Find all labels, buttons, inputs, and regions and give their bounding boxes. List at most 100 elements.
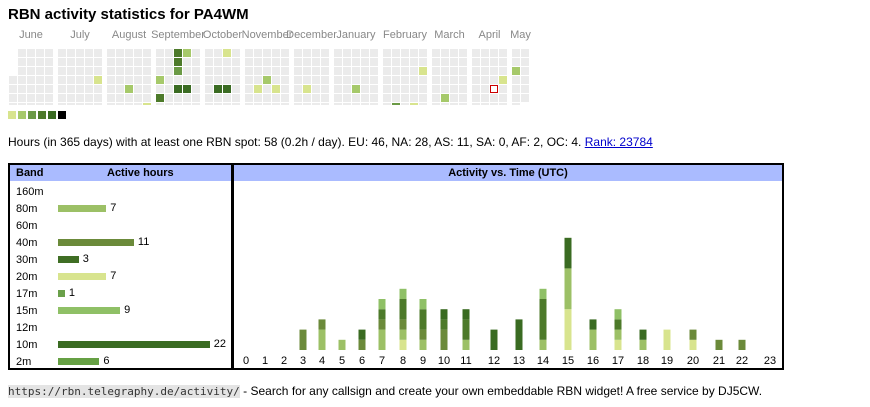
calendar-day-cell[interactable] <box>303 85 311 93</box>
calendar-day-cell[interactable] <box>183 67 191 75</box>
calendar-day-cell[interactable] <box>134 76 142 84</box>
calendar-day-cell[interactable] <box>521 67 529 75</box>
calendar-day-cell[interactable] <box>392 94 400 102</box>
calendar-day-cell[interactable] <box>107 67 115 75</box>
calendar-day-cell[interactable] <box>512 67 520 75</box>
calendar-day-cell[interactable] <box>174 76 182 84</box>
calendar-day-cell[interactable] <box>183 76 191 84</box>
calendar-day-cell[interactable] <box>165 67 173 75</box>
calendar-day-cell[interactable] <box>134 85 142 93</box>
calendar-day-cell[interactable] <box>361 58 369 66</box>
calendar-day-cell[interactable] <box>143 76 151 84</box>
calendar-day-cell[interactable] <box>45 67 53 75</box>
calendar-day-cell[interactable] <box>205 85 213 93</box>
calendar-day-cell[interactable] <box>392 76 400 84</box>
calendar-day-cell[interactable] <box>85 103 93 105</box>
calendar-day-cell[interactable] <box>352 85 360 93</box>
calendar-day-cell[interactable] <box>76 85 84 93</box>
calendar-day-cell[interactable] <box>321 85 329 93</box>
calendar-day-cell[interactable] <box>401 67 409 75</box>
calendar-day-cell[interactable] <box>334 94 342 102</box>
calendar-day-cell[interactable] <box>58 67 66 75</box>
calendar-day-cell[interactable] <box>174 67 182 75</box>
calendar-day-cell[interactable] <box>441 94 449 102</box>
calendar-day-cell[interactable] <box>370 49 378 57</box>
calendar-day-cell[interactable] <box>392 85 400 93</box>
calendar-day-cell[interactable] <box>392 58 400 66</box>
calendar-day-cell[interactable] <box>125 94 133 102</box>
calendar-day-cell[interactable] <box>392 103 400 105</box>
calendar-day-cell[interactable] <box>459 85 467 93</box>
calendar-day-cell[interactable] <box>45 58 53 66</box>
calendar-day-cell[interactable] <box>490 67 498 75</box>
calendar-day-cell[interactable] <box>232 49 240 57</box>
calendar-day-cell[interactable] <box>205 94 213 102</box>
calendar-day-cell[interactable] <box>76 49 84 57</box>
calendar-day-cell[interactable] <box>143 85 151 93</box>
calendar-day-cell[interactable] <box>401 103 409 105</box>
calendar-day-cell[interactable] <box>174 85 182 93</box>
calendar-day-cell[interactable] <box>18 67 26 75</box>
calendar-day-cell[interactable] <box>410 67 418 75</box>
calendar-day-cell[interactable] <box>58 76 66 84</box>
calendar-day-cell[interactable] <box>94 103 102 105</box>
calendar-day-cell[interactable] <box>303 67 311 75</box>
calendar-day-cell[interactable] <box>125 49 133 57</box>
calendar-day-cell[interactable] <box>107 85 115 93</box>
calendar-day-cell[interactable] <box>263 94 271 102</box>
calendar-day-cell[interactable] <box>410 103 418 105</box>
calendar-day-cell[interactable] <box>401 76 409 84</box>
calendar-day-cell[interactable] <box>45 49 53 57</box>
calendar-day-cell[interactable] <box>116 103 124 105</box>
calendar-day-cell[interactable] <box>432 76 440 84</box>
calendar-day-cell[interactable] <box>85 58 93 66</box>
calendar-day-cell[interactable] <box>156 85 164 93</box>
calendar-day-cell[interactable] <box>36 67 44 75</box>
calendar-day-cell[interactable] <box>361 94 369 102</box>
calendar-day-cell[interactable] <box>419 49 427 57</box>
calendar-day-cell[interactable] <box>294 85 302 93</box>
calendar-day-cell[interactable] <box>205 58 213 66</box>
calendar-day-cell[interactable] <box>419 85 427 93</box>
calendar-day-cell[interactable] <box>183 103 191 105</box>
calendar-day-cell[interactable] <box>272 58 280 66</box>
calendar-day-cell[interactable] <box>481 76 489 84</box>
calendar-day-cell[interactable] <box>27 103 35 105</box>
calendar-day-cell[interactable] <box>441 85 449 93</box>
calendar-day-cell[interactable] <box>303 58 311 66</box>
calendar-day-cell[interactable] <box>18 49 26 57</box>
calendar-day-cell[interactable] <box>512 76 520 84</box>
calendar-day-cell[interactable] <box>214 58 222 66</box>
calendar-day-cell[interactable] <box>343 103 351 105</box>
calendar-day-cell[interactable] <box>281 85 289 93</box>
calendar-day-cell[interactable] <box>281 58 289 66</box>
calendar-day-cell[interactable] <box>214 94 222 102</box>
calendar-day-cell[interactable] <box>392 67 400 75</box>
calendar-day-cell[interactable] <box>232 85 240 93</box>
calendar-day-cell[interactable] <box>27 67 35 75</box>
calendar-day-cell[interactable] <box>521 94 529 102</box>
calendar-day-cell[interactable] <box>232 103 240 105</box>
calendar-day-cell[interactable] <box>383 103 391 105</box>
calendar-day-cell[interactable] <box>472 58 480 66</box>
calendar-day-cell[interactable] <box>294 76 302 84</box>
calendar-day-cell[interactable] <box>223 49 231 57</box>
calendar-day-cell[interactable] <box>245 58 253 66</box>
calendar-day-cell[interactable] <box>94 76 102 84</box>
calendar-day-cell[interactable] <box>450 58 458 66</box>
calendar-day-cell[interactable] <box>183 85 191 93</box>
calendar-day-cell[interactable] <box>334 58 342 66</box>
calendar-day-cell[interactable] <box>18 76 26 84</box>
calendar-day-cell[interactable] <box>107 58 115 66</box>
rank-link[interactable]: Rank: 23784 <box>584 135 653 149</box>
calendar-day-cell[interactable] <box>18 94 26 102</box>
calendar-day-cell[interactable] <box>76 76 84 84</box>
calendar-day-cell[interactable] <box>383 76 391 84</box>
calendar-day-cell[interactable] <box>245 49 253 57</box>
calendar-day-cell[interactable] <box>361 85 369 93</box>
calendar-day-cell[interactable] <box>232 76 240 84</box>
calendar-day-cell[interactable] <box>499 49 507 57</box>
calendar-day-cell[interactable] <box>432 49 440 57</box>
calendar-day-cell[interactable] <box>45 76 53 84</box>
calendar-day-cell[interactable] <box>334 103 342 105</box>
